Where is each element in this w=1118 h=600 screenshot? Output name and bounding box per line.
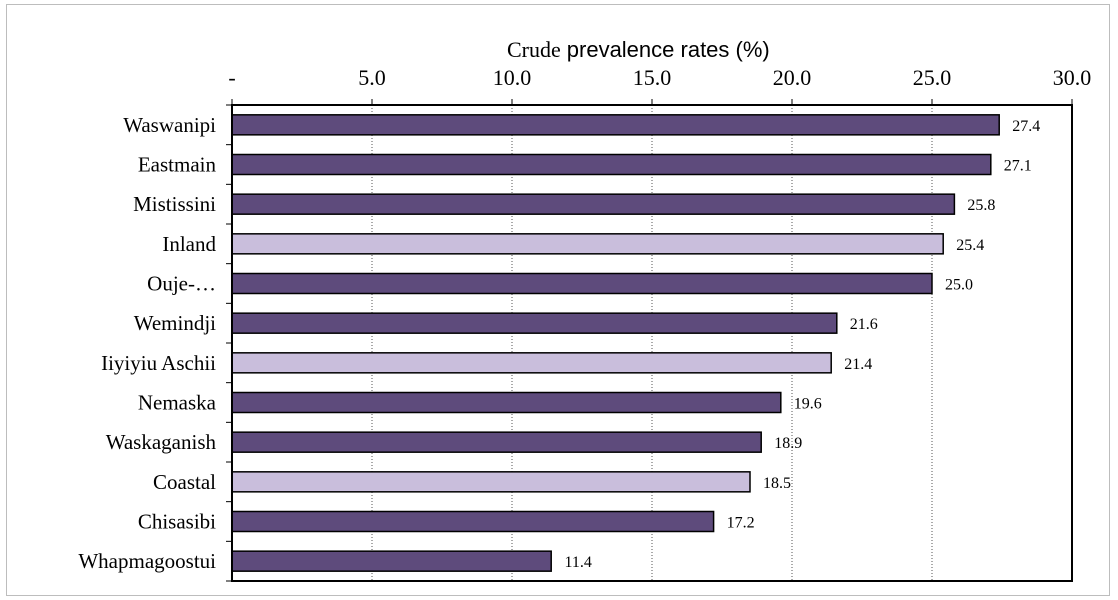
bar <box>231 510 715 533</box>
value-labels: 27.4 27.1 25.8 25.4 25.0 21.6 21.4 19.6 18.9 18.5… <box>564 118 1040 571</box>
x-tick-label: 20.0 <box>773 65 812 90</box>
x-tick-label: 30.0 <box>1053 65 1092 90</box>
bar <box>231 114 1000 136</box>
x-axis-title-part-2: prevalence rates (%) <box>567 37 770 62</box>
category-label: Ouje-… <box>147 272 216 296</box>
bar <box>231 272 933 295</box>
value-label: 17.2 <box>727 515 755 532</box>
bar <box>231 550 552 572</box>
value-label: 25.0 <box>945 277 973 294</box>
category-label: Inland <box>162 232 216 256</box>
category-label: Coastal <box>153 470 216 494</box>
category-label: Waswanipi <box>123 113 216 137</box>
grid-lines <box>371 105 933 581</box>
category-label: Whapmagoostui <box>78 549 216 573</box>
x-axis-title-part-1: Crude <box>507 37 561 62</box>
value-label: 25.4 <box>956 237 984 254</box>
category-labels: Waswanipi Eastmain Mistissini Inland Ouje-… W… <box>78 113 216 573</box>
bar <box>231 391 782 414</box>
category-label: Mistissini <box>133 192 216 216</box>
bar <box>231 312 838 334</box>
category-label: Nemaska <box>138 391 217 415</box>
value-label: 21.4 <box>844 356 872 373</box>
value-label: 18.9 <box>774 435 802 452</box>
category-label: Wemindji <box>134 311 216 335</box>
plot-area-border <box>231 104 1073 582</box>
x-axis-ticks: - 5.0 10.0 15.0 20.0 25.0 30.0 <box>226 65 1092 582</box>
prevalence-chart: Crude prevalence rates (%) - 5.0 10.0 15.0 20… <box>78 37 1092 582</box>
x-tick-label: 15.0 <box>633 65 672 90</box>
value-label: 27.4 <box>1012 118 1040 135</box>
bar <box>231 431 762 453</box>
category-label: Iiyiyiu Aschii <box>101 351 216 375</box>
bar <box>231 153 992 176</box>
x-tick-label: 10.0 <box>493 65 532 90</box>
bar <box>231 193 956 215</box>
value-label: 25.8 <box>967 197 995 214</box>
category-label: Eastmain <box>138 153 217 177</box>
value-label: 19.6 <box>794 396 822 413</box>
bars <box>231 114 1000 572</box>
value-label: 18.5 <box>763 475 791 492</box>
value-label: 21.6 <box>850 316 878 333</box>
chart-frame: Crude prevalence rates (%) - 5.0 10.0 15.0 20… <box>6 4 1110 596</box>
x-tick-label: 25.0 <box>913 65 952 90</box>
category-label: Chisasibi <box>138 510 216 534</box>
bar <box>231 471 751 493</box>
x-axis-title: Crude prevalence rates (%) <box>507 37 770 62</box>
bar <box>231 233 944 255</box>
value-label: 27.1 <box>1004 158 1032 175</box>
category-label: Waskaganish <box>106 430 217 454</box>
bar <box>231 352 832 374</box>
x-tick-label: - <box>228 65 235 90</box>
value-label: 11.4 <box>564 554 591 571</box>
x-tick-label: 5.0 <box>358 65 386 90</box>
